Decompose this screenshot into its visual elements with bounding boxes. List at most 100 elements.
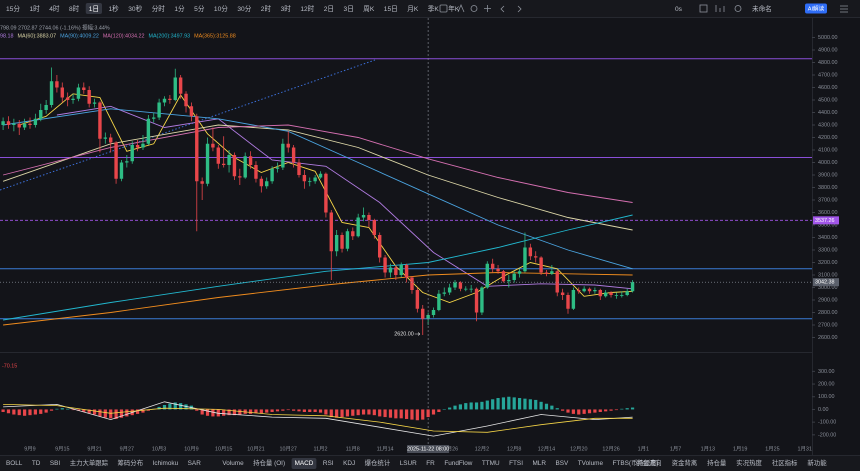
macd-histogram-bar	[173, 402, 177, 410]
candle-body	[426, 315, 430, 319]
interval-tab[interactable]: 5分	[194, 4, 205, 13]
indicator-tab[interactable]: 筹码分布	[118, 458, 144, 467]
icon[interactable]	[500, 5, 505, 13]
interval-tab[interactable]: 季K	[428, 4, 440, 13]
icon[interactable]	[699, 4, 708, 13]
candle-body	[550, 271, 554, 274]
interval-tab[interactable]: 8时	[69, 4, 80, 13]
interval-tab[interactable]: 月K	[407, 5, 419, 13]
indicator-tab[interactable]: FundFlow	[444, 460, 472, 467]
indicator-tab[interactable]: LSUR	[400, 460, 417, 467]
icon[interactable]	[439, 4, 448, 13]
y-tick-label: 2700.00	[818, 322, 838, 328]
macd-histogram-bar	[614, 409, 619, 411]
icon[interactable]	[715, 5, 725, 12]
candle-body	[270, 168, 274, 182]
interval-tab[interactable]: 1日	[89, 5, 99, 13]
x-tick-label: 11月8	[346, 445, 360, 452]
macd-histogram-bar	[523, 398, 527, 410]
toolbar	[0, 0, 860, 17]
candle-body	[200, 181, 204, 184]
macd-histogram-bar	[44, 409, 48, 413]
indicator-tab[interactable]: 新功能	[807, 458, 827, 467]
indicator-tab[interactable]: MACD	[295, 460, 314, 467]
candle-body	[404, 265, 409, 278]
candle-body	[76, 87, 81, 99]
candle-body	[447, 287, 452, 293]
y-tick-label: 4500.00	[818, 97, 838, 103]
indicator-tab[interactable]: 持仓量 (OI)	[253, 458, 285, 467]
ai-badge[interactable]	[805, 3, 827, 14]
indicator-tab[interactable]: 资金流向	[636, 458, 662, 467]
interval-tab[interactable]: 30分	[237, 4, 251, 13]
interval-tab[interactable]: 分时	[152, 4, 166, 13]
indicator-tab[interactable]: SBI	[50, 460, 61, 467]
interval-tab[interactable]: 10分	[214, 4, 228, 13]
indicator-tab[interactable]: 主力大单跟踪	[70, 458, 109, 467]
macd-histogram-bar	[119, 409, 124, 418]
crosshair-date: 2025-11-22 08:00	[407, 446, 449, 452]
indicator-tab[interactable]: FTBS(币持股度)	[613, 458, 659, 467]
indicator-tab[interactable]: TVolume	[578, 460, 604, 467]
indicator-tab[interactable]: Volume	[222, 460, 244, 467]
candle-body	[517, 271, 522, 274]
macd-histogram-bar	[356, 409, 360, 416]
interval-tab[interactable]: 1秒	[109, 4, 120, 13]
interval-tab[interactable]: 3时	[281, 4, 292, 13]
icon[interactable]	[734, 5, 742, 12]
indicator-tab[interactable]: BSV	[555, 460, 569, 467]
indicator-tab[interactable]: TD	[32, 460, 41, 467]
indicator-tab[interactable]: BOLL	[6, 460, 23, 467]
interval-tab[interactable]: 12时	[300, 4, 314, 13]
indicator-tab[interactable]: 资金背离	[672, 458, 698, 467]
indicator-tab[interactable]: Ichimoku	[153, 460, 179, 467]
interval-tab[interactable]: 1分	[174, 4, 185, 13]
moving-average-line	[19, 93, 633, 303]
interval-tab[interactable]: 15分	[6, 4, 20, 13]
crosshair-date-bg	[407, 445, 450, 453]
macd-histogram-bar	[136, 409, 140, 414]
ai-badge-text[interactable]: AI解读	[808, 4, 825, 12]
interval-tab[interactable]: 年K	[448, 4, 460, 13]
interval-tab[interactable]: 3日	[344, 5, 354, 13]
layout-name[interactable]: 未命名	[752, 4, 772, 13]
interval-tab[interactable]: 15日	[384, 5, 398, 13]
indicator-tab[interactable]: 持仓量	[707, 458, 727, 467]
interval-tab[interactable]: 4时	[49, 4, 60, 13]
icon[interactable]	[517, 5, 522, 13]
indicator-tab[interactable]: KDJ	[343, 460, 355, 467]
macd-histogram-bar	[517, 398, 522, 410]
y-tick-label: 3900.00	[818, 172, 838, 178]
interval-tab[interactable]: 2时	[261, 4, 272, 13]
indicator-tab[interactable]: TTMU	[482, 460, 500, 467]
macd-histogram-bar	[49, 409, 54, 411]
icon[interactable]	[840, 5, 848, 13]
indicator-tab[interactable]: 爆仓统计	[365, 458, 391, 467]
candle-body	[184, 93, 188, 107]
interval-tab[interactable]: 周K	[363, 5, 375, 13]
candle-body	[560, 292, 565, 295]
icon[interactable]	[484, 5, 491, 12]
candle-body	[6, 121, 11, 125]
ohlc-readout: 798.09 2702.87 2744.06 (-1.16%) 振幅:3.44%	[0, 23, 110, 31]
candle-body	[103, 137, 108, 139]
indicator-tab[interactable]: MLR	[532, 460, 546, 467]
indicator-tab[interactable]: SAR	[188, 460, 202, 467]
icon[interactable]	[470, 5, 478, 12]
interval-tab[interactable]: 30秒	[128, 4, 142, 13]
indicator-tab[interactable]: FR	[426, 460, 435, 467]
macd-histogram-bar	[582, 409, 586, 414]
interval-tab[interactable]: 1时	[29, 4, 40, 13]
interval-tab[interactable]: 2日	[324, 5, 334, 13]
y-tick-label: 0.00	[818, 407, 829, 413]
macd-histogram-bar	[238, 409, 242, 415]
indicator-tab[interactable]: 实况热度	[736, 458, 762, 467]
moving-average-line	[2, 124, 633, 231]
icon[interactable]	[457, 3, 465, 13]
macd-histogram-bar	[620, 408, 624, 410]
indicator-tab[interactable]: RSI	[323, 460, 334, 467]
macd-histogram-bar	[162, 405, 167, 410]
indicator-tab[interactable]: 社区指标	[772, 458, 798, 467]
candle-body	[109, 137, 113, 143]
indicator-tab[interactable]: FTSI	[509, 460, 523, 467]
